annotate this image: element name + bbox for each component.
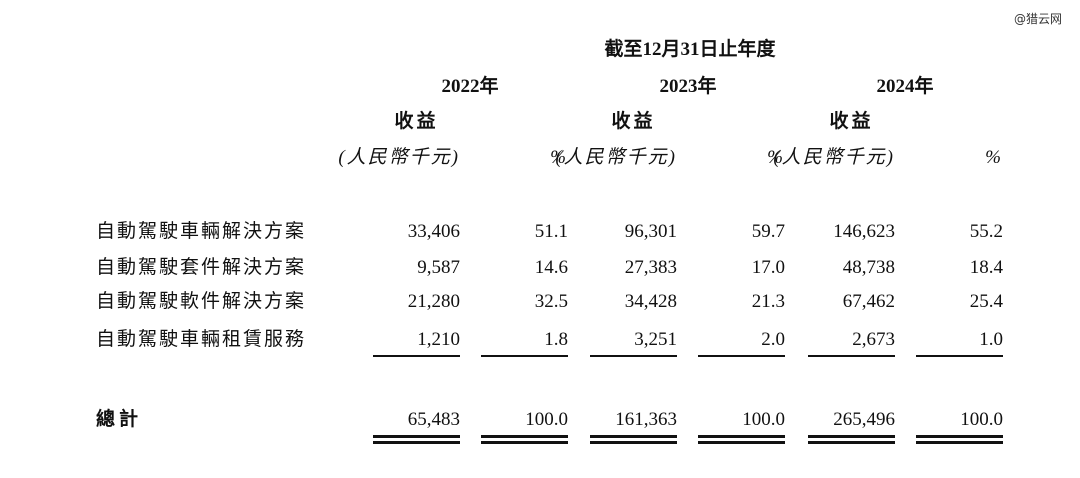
total-cell: 100.0 [960,409,1003,430]
double-rule [590,435,677,438]
double-rule [698,435,785,438]
double-rule [808,441,895,444]
row-label: 自動駕駛車輛租賃服務 [96,329,307,350]
total-cell: 161,363 [615,409,677,430]
row-label: 自動駕駛車輛解決方案 [96,221,307,242]
cell: 55.2 [969,221,1003,242]
watermark: @猎云网 [1013,12,1062,26]
metric: 收益 [829,111,874,132]
cell: 1.8 [544,329,568,350]
rule [808,355,895,357]
cell: 25.4 [969,291,1003,312]
unit: (人民幣千元) [773,147,895,168]
header-title: 截至12月31日止年度 [604,39,776,60]
cell: 21,280 [407,291,460,312]
cell: 3,251 [634,329,677,350]
total-cell: 265,496 [833,409,895,430]
cell: 2,673 [852,329,895,350]
cell: 34,428 [624,291,677,312]
double-rule [590,441,677,444]
cell: 14.6 [534,257,568,278]
unit: (人民幣千元) [338,147,460,168]
cell: 21.3 [751,291,785,312]
total-cell: 100.0 [742,409,785,430]
double-rule [481,435,568,438]
double-rule [808,435,895,438]
cell: 1,210 [417,329,460,350]
rule [373,355,460,357]
year: 2022年 [441,76,499,97]
rule [698,355,785,357]
cell: 27,383 [624,257,677,278]
cell: 17.0 [751,257,785,278]
double-rule [698,441,785,444]
unit: % [550,147,568,168]
unit: % [767,147,785,168]
cell: 59.7 [751,221,785,242]
cell: 18.4 [969,257,1003,278]
cell: 9,587 [417,257,460,278]
metric: 收益 [394,111,439,132]
cell: 48,738 [842,257,895,278]
cell: 2.0 [761,329,785,350]
cell: 96,301 [624,221,677,242]
cell: 32.5 [534,291,568,312]
unit: (人民幣千元) [555,147,677,168]
metric: 收益 [611,111,656,132]
total-cell: 65,483 [407,409,460,430]
rule [916,355,1003,357]
year: 2023年 [659,76,717,97]
total-label: 總計 [96,409,143,430]
cell: 146,623 [833,221,895,242]
unit: % [985,147,1003,168]
year: 2024年 [876,76,934,97]
cell: 33,406 [407,221,460,242]
total-cell: 100.0 [525,409,568,430]
row-label: 自動駕駛軟件解決方案 [96,291,307,312]
rule [590,355,677,357]
cell: 1.0 [979,329,1003,350]
cell: 67,462 [842,291,895,312]
double-rule [916,435,1003,438]
double-rule [373,441,460,444]
double-rule [373,435,460,438]
rule [481,355,568,357]
cell: 51.1 [534,221,568,242]
row-label: 自動駕駛套件解決方案 [96,257,307,278]
double-rule [481,441,568,444]
double-rule [916,441,1003,444]
